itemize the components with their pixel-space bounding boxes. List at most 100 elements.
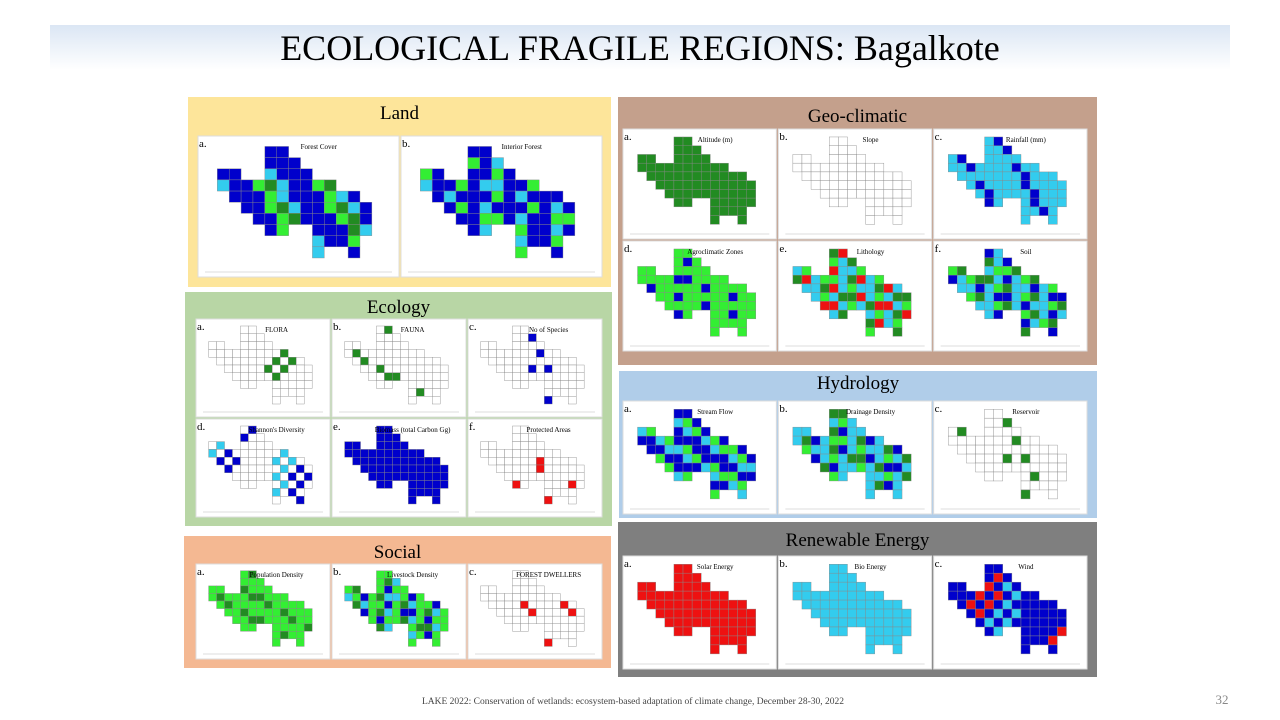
- map-cell: [901, 189, 912, 199]
- map-cell: [728, 206, 738, 216]
- map-cell: [993, 162, 1003, 173]
- map-cell: [966, 590, 976, 601]
- map-cell: [701, 171, 711, 181]
- map-cell: [737, 444, 747, 455]
- map-cell: [691, 266, 702, 276]
- map-cell: [673, 301, 684, 311]
- map-cell: [288, 179, 301, 192]
- map-cell: [865, 327, 875, 337]
- map-cell: [719, 318, 729, 328]
- map-cell: [719, 608, 729, 619]
- map-cell: [984, 180, 994, 190]
- map-cell: [368, 457, 377, 466]
- map-cell: [264, 224, 277, 236]
- map-cell: [682, 608, 693, 619]
- map-cell: [682, 197, 693, 208]
- map-cell: [819, 274, 830, 285]
- map-cell: [1020, 309, 1031, 320]
- map-cell: [984, 248, 994, 258]
- map-cell: [691, 283, 702, 293]
- map-cell: [256, 593, 265, 602]
- map-cell: [865, 309, 875, 320]
- map-cell: [682, 189, 693, 199]
- map-cell: [376, 372, 385, 381]
- map-cell: [408, 457, 417, 466]
- map-cell: [272, 364, 281, 374]
- map-cell: [847, 171, 857, 181]
- map-cell: [224, 464, 233, 474]
- map-cell: [655, 283, 666, 293]
- map-cell: [728, 197, 738, 208]
- map-cell: [568, 457, 577, 466]
- map-cell: [488, 585, 497, 594]
- map-cell: [400, 372, 409, 381]
- map-cell: [682, 564, 693, 574]
- map-cell: [874, 171, 885, 181]
- map-cell: [264, 179, 277, 192]
- map-cell: [280, 472, 289, 481]
- map-cell: [1038, 617, 1049, 628]
- map-cell: [1029, 318, 1040, 328]
- map-cell: [347, 202, 361, 214]
- map-cell: [874, 318, 885, 328]
- map-cell: [1002, 301, 1013, 311]
- map-cell: [232, 449, 241, 458]
- map-cell: [1002, 154, 1013, 164]
- map-cell: [1020, 462, 1031, 473]
- map-cell: [819, 180, 830, 190]
- map-cell: [303, 364, 313, 374]
- map-cell: [829, 257, 839, 267]
- map-cell: [455, 179, 469, 192]
- map-cell: [673, 154, 684, 164]
- map-cell: [544, 372, 553, 381]
- map-cell: [512, 349, 521, 358]
- map-cell: [536, 600, 545, 609]
- map-cell: [552, 349, 561, 358]
- map-cell: [984, 171, 994, 181]
- map-cell: [352, 457, 361, 466]
- map-cell: [420, 168, 433, 181]
- map-cell: [568, 396, 577, 405]
- map-cell: [240, 480, 249, 489]
- map-cell: [252, 179, 266, 192]
- map-cell: [264, 157, 277, 169]
- map-cell: [801, 426, 812, 437]
- map-cell: [646, 435, 656, 446]
- map-cell: [838, 564, 848, 574]
- map-cell: [746, 197, 757, 208]
- map-cell: [874, 599, 885, 610]
- map-cell: [1038, 301, 1049, 311]
- map-cell: [296, 396, 305, 405]
- map-cell: [264, 585, 273, 594]
- panel-title: Social: [374, 542, 422, 563]
- map-cell: [975, 283, 985, 293]
- map-cell: [957, 154, 967, 164]
- map-cell: [719, 617, 729, 628]
- map-cell: [575, 464, 585, 474]
- map-cell: [710, 444, 720, 455]
- map-cell: [240, 341, 249, 350]
- map-cell: [431, 179, 445, 192]
- map-cell: [719, 197, 729, 208]
- map-cell: [655, 292, 666, 302]
- map-cell: [512, 464, 521, 474]
- panel-title: Geo-climatic: [808, 106, 907, 127]
- map-cell: [838, 266, 848, 276]
- map-cell: [272, 631, 281, 640]
- map-cell: [1048, 309, 1058, 320]
- map-cell: [424, 600, 433, 609]
- map-cell: [544, 380, 553, 389]
- map-cell: [847, 417, 857, 428]
- map-cell: [737, 617, 747, 628]
- map-cell: [819, 301, 830, 311]
- map-cell: [673, 180, 684, 190]
- map-cell: [847, 283, 857, 293]
- map-cell: [515, 190, 528, 203]
- map-cell: [208, 441, 217, 450]
- map-cell: [272, 464, 281, 474]
- map-cell: [1011, 590, 1022, 601]
- map-cell: [1020, 292, 1031, 302]
- map-cell: [562, 213, 576, 225]
- map-cell: [352, 600, 361, 609]
- map-cell: [288, 615, 297, 624]
